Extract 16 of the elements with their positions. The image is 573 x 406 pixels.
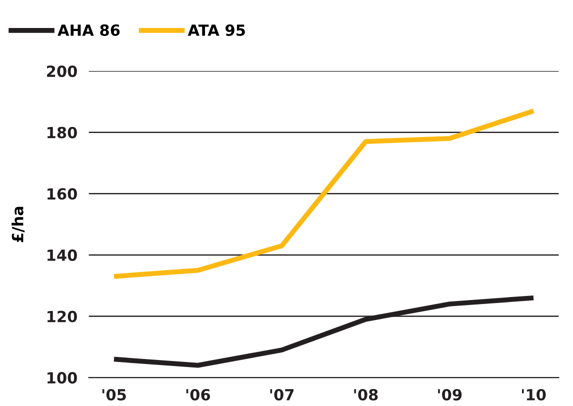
y-tick-label: 200 (47, 66, 77, 78)
x-tick-label: '10 (522, 388, 546, 401)
x-tick-label: '06 (186, 388, 210, 401)
y-tick-label: 160 (48, 188, 77, 200)
legend-label: ATA 95 (188, 24, 245, 36)
x-tick-label: '07 (270, 388, 294, 401)
y-tick-label: 140 (48, 249, 77, 261)
y-tick-label: 180 (48, 126, 77, 138)
x-tick-label: '09 (438, 388, 462, 401)
legend-label: AHA 86 (58, 24, 120, 36)
x-tick-label: '05 (102, 388, 126, 401)
y-tick-label: 100 (48, 372, 77, 384)
x-tick-label: '08 (354, 388, 378, 401)
line-series (112, 108, 536, 279)
y-tick-label: 120 (48, 310, 77, 322)
y-axis-title: £/ha (12, 206, 25, 242)
